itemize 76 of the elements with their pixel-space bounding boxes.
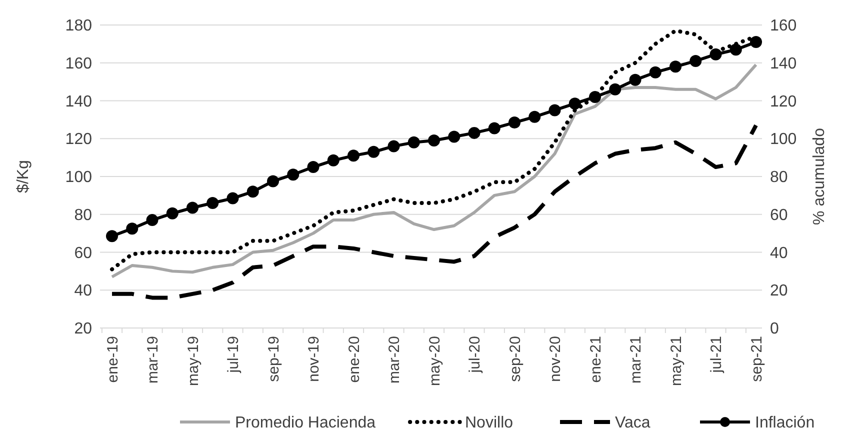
y-tick-label: 60	[74, 244, 92, 262]
point	[710, 48, 722, 60]
legend-label: Vaca	[615, 414, 650, 432]
x-tick-label: nov-20	[547, 336, 564, 382]
point	[488, 122, 500, 134]
point	[730, 44, 742, 56]
x-tick-label: jul-21	[708, 336, 725, 374]
point	[348, 150, 360, 162]
x-tick-label: mar-19	[144, 336, 162, 384]
x-tick-label: ene-20	[346, 336, 363, 383]
point	[368, 146, 380, 158]
y2-tick-label: 120	[770, 93, 797, 110]
point	[629, 74, 642, 86]
x-tick-label: jul-20	[466, 336, 484, 374]
y-tick-label: 20	[74, 320, 92, 338]
point	[287, 168, 300, 181]
point	[246, 186, 259, 198]
point	[166, 207, 178, 220]
point	[106, 230, 118, 242]
y2-tick-label: 160	[770, 18, 797, 35]
x-tick-label: sep-19	[265, 336, 282, 382]
x-tick-label: ene-19	[104, 336, 122, 383]
x-tick-label: nov-19	[306, 336, 322, 382]
y2-tick-label: 60	[770, 206, 788, 224]
point	[548, 104, 561, 116]
x-tick-label: sep-20	[506, 336, 524, 382]
x-tick-label: jul-19	[225, 336, 242, 374]
y2-axis-title: % acumulado	[811, 128, 828, 225]
x-tick-label: sep-21	[748, 336, 766, 382]
point	[508, 116, 520, 129]
y-tick-label: 100	[65, 169, 92, 186]
y-tick-label: 160	[65, 55, 92, 72]
point	[448, 130, 460, 143]
y-tick-label: 140	[65, 93, 92, 110]
y2-tick-label: 0	[770, 320, 779, 338]
y2-tick-label: 40	[770, 244, 788, 262]
point	[609, 83, 622, 96]
point	[568, 98, 581, 110]
x-tick-label: may-21	[668, 336, 685, 386]
line-series	[110, 123, 758, 300]
y2-tick-label: 100	[770, 131, 797, 148]
y-tick-label: 120	[65, 131, 92, 148]
y2-tick-label: 140	[770, 55, 797, 72]
point	[126, 222, 138, 235]
point	[186, 202, 198, 214]
point	[408, 136, 420, 148]
point	[327, 154, 340, 166]
point	[226, 192, 239, 204]
point	[428, 134, 440, 147]
x-tick-label: ene-21	[587, 336, 604, 383]
x-tick-label: may-19	[184, 336, 202, 386]
y-axis-title: $/Kg	[15, 160, 32, 193]
point	[388, 140, 400, 152]
y2-tick-label: 80	[770, 169, 788, 186]
point	[267, 175, 279, 188]
point	[146, 214, 158, 226]
legend-label: Novillo	[465, 414, 514, 432]
point	[307, 161, 320, 174]
point	[690, 54, 702, 67]
x-tick-label: mar-21	[628, 336, 644, 384]
legend-label: Promedio Hacienda	[235, 414, 376, 432]
point	[468, 126, 480, 139]
point	[750, 36, 762, 48]
x-tick-label: may-20	[426, 336, 444, 386]
point	[589, 90, 601, 103]
point	[528, 110, 541, 123]
y-tick-label: 40	[74, 282, 92, 300]
y2-tick-label: 20	[770, 282, 788, 300]
point	[206, 197, 219, 210]
line-series	[110, 63, 758, 278]
point	[649, 66, 662, 78]
point	[670, 60, 682, 73]
y-tick-label: 180	[65, 18, 92, 35]
y-tick-label: 80	[74, 206, 92, 224]
legend-label: Inflación	[755, 414, 815, 432]
x-tick-label: mar-20	[386, 336, 403, 384]
